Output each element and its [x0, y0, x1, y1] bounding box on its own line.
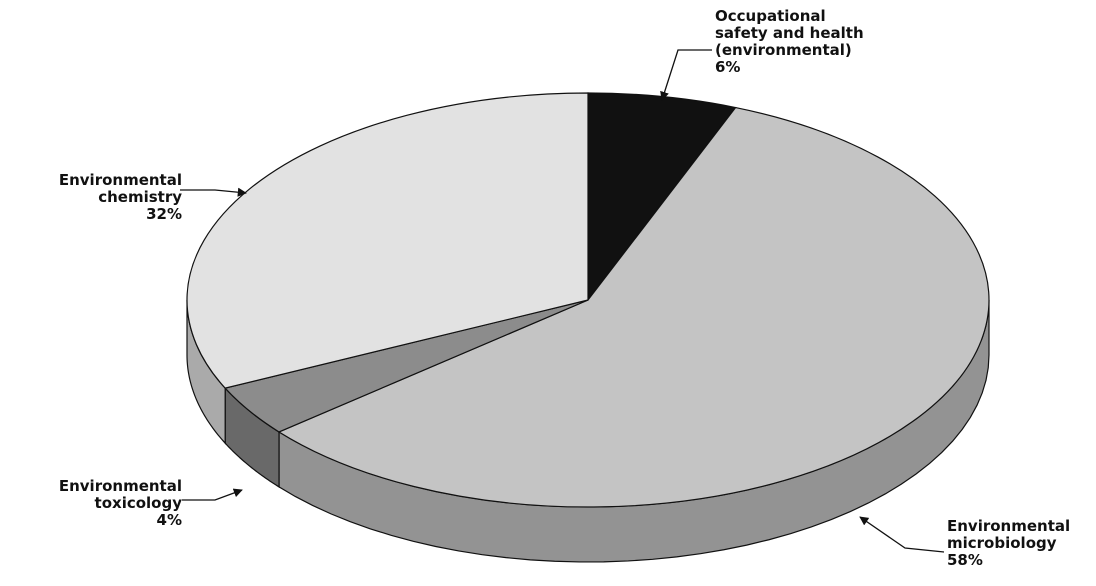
value-label: 58% — [947, 551, 983, 569]
category-label: Occupational safety and health (environm… — [715, 7, 864, 59]
slice-label: Occupational safety and health (environm… — [715, 8, 864, 76]
leader-line — [660, 49, 712, 101]
slice — [277, 106, 990, 508]
leader-line — [180, 187, 247, 197]
slice-label: Environmental microbiology 58% — [947, 518, 1070, 569]
slice-label: Environmental toxicology 4% — [10, 478, 182, 529]
value-label: 4% — [156, 511, 182, 529]
value-label: 32% — [146, 205, 182, 223]
category-label: Environmental microbiology — [947, 517, 1071, 552]
slice — [186, 92, 589, 389]
category-label: Environmental toxicology — [58, 477, 182, 512]
category-label: Environmental chemistry — [58, 171, 182, 206]
value-label: 6% — [715, 58, 741, 76]
leader-line — [182, 488, 243, 501]
slice-label: Environmental chemistry 32% — [10, 172, 182, 223]
leader-line — [859, 516, 945, 553]
